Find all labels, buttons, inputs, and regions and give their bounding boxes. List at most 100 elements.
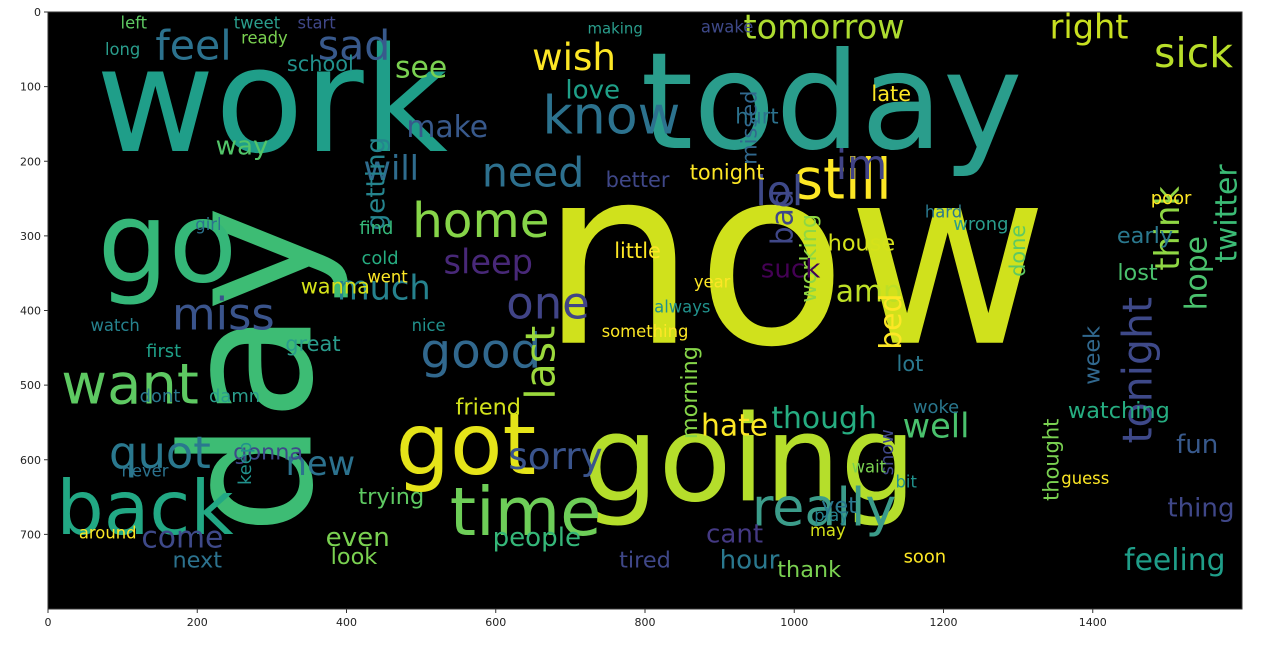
word-bit: bit bbox=[895, 473, 917, 492]
word-hope: hope bbox=[1180, 236, 1215, 310]
word-go: go bbox=[98, 178, 237, 308]
word-bed: bed bbox=[874, 294, 909, 350]
word-last: last bbox=[517, 326, 565, 400]
y-tick-label: 700 bbox=[20, 528, 41, 541]
word-hour: hour bbox=[720, 545, 780, 575]
word-know: know bbox=[542, 86, 680, 146]
word-feeling: feeling bbox=[1124, 543, 1226, 578]
word-good: good bbox=[420, 324, 541, 380]
word-thing: thing bbox=[1167, 493, 1234, 523]
word-went: went bbox=[367, 267, 408, 286]
x-tick-label: 600 bbox=[485, 616, 506, 629]
word-left: left bbox=[121, 14, 148, 33]
word-now: now bbox=[540, 115, 1048, 402]
x-tick-label: 200 bbox=[187, 616, 208, 629]
word-tonight: tonight bbox=[1114, 297, 1162, 444]
word-working: working bbox=[796, 214, 822, 303]
word-week: week bbox=[1080, 326, 1106, 385]
word-lol: lol bbox=[755, 167, 803, 215]
word-around: around bbox=[79, 523, 137, 542]
word-will: will bbox=[364, 149, 419, 188]
word-twitter: twitter bbox=[1210, 164, 1245, 263]
word-cold: cold bbox=[362, 248, 399, 269]
word-one: one bbox=[506, 277, 589, 330]
x-tick-label: 1000 bbox=[780, 616, 808, 629]
word-hurt: hurt bbox=[735, 104, 778, 128]
word-hard: hard bbox=[925, 202, 962, 221]
y-axis: 0 100 200 300 400 500 600 700 bbox=[20, 6, 48, 541]
word-though: though bbox=[771, 401, 876, 436]
word-lot: lot bbox=[897, 352, 924, 376]
word-wanna: wanna bbox=[301, 275, 370, 299]
word-sleep: sleep bbox=[444, 242, 533, 281]
word-wrong: wrong bbox=[953, 214, 1008, 235]
word-hate: hate bbox=[701, 409, 768, 444]
word-long: long bbox=[105, 40, 140, 59]
y-tick-label: 600 bbox=[20, 454, 41, 467]
word-friend: friend bbox=[456, 395, 522, 421]
word-play: play bbox=[814, 506, 849, 525]
word-really: really bbox=[752, 478, 896, 538]
word-thought: thought bbox=[1040, 419, 1064, 501]
word-early: early bbox=[1117, 223, 1173, 249]
word-see: see bbox=[395, 50, 447, 85]
word-poor: poor bbox=[1151, 188, 1192, 209]
word-keep: keep bbox=[235, 442, 256, 485]
plot-background bbox=[48, 12, 1242, 609]
word-time: time bbox=[450, 473, 602, 551]
word-thank: thank bbox=[777, 557, 841, 583]
word-got: got bbox=[396, 395, 537, 495]
word-girl: girl bbox=[195, 215, 221, 234]
word-sad: sad bbox=[318, 22, 391, 70]
word-tweet: tweet bbox=[234, 14, 281, 33]
word-wait: wait bbox=[852, 458, 887, 477]
word-going: going bbox=[583, 390, 916, 529]
word-watching: watching bbox=[1068, 398, 1170, 424]
word-making: making bbox=[588, 19, 643, 37]
word-im: im bbox=[836, 141, 887, 189]
word-day: day bbox=[145, 205, 353, 534]
word-dont: dont bbox=[140, 386, 181, 407]
word-school: school bbox=[287, 52, 354, 76]
word-start: start bbox=[298, 14, 337, 33]
y-tick-label: 400 bbox=[20, 305, 41, 318]
word-first: first bbox=[146, 341, 181, 362]
x-tick-label: 1400 bbox=[1079, 616, 1107, 629]
word-today: today bbox=[641, 23, 1023, 180]
word-lost: lost bbox=[1117, 260, 1158, 286]
word-gonna: gonna bbox=[233, 439, 303, 465]
word-something: something bbox=[602, 322, 689, 341]
word-need: need bbox=[482, 148, 584, 196]
word-sorry: sorry bbox=[508, 434, 602, 478]
word-want: want bbox=[61, 353, 199, 418]
y-tick-label: 200 bbox=[20, 155, 41, 168]
y-tick-label: 100 bbox=[20, 81, 41, 94]
word-quot: quot bbox=[109, 426, 211, 479]
x-tick-label: 800 bbox=[635, 616, 656, 629]
word-may: may bbox=[810, 521, 846, 540]
y-tick-label: 500 bbox=[20, 379, 41, 392]
word-soon: soon bbox=[904, 546, 947, 567]
word-home: home bbox=[412, 193, 550, 249]
word-look: look bbox=[331, 544, 378, 570]
word-still: still bbox=[794, 147, 892, 212]
word-yet: yet bbox=[821, 493, 857, 519]
word-work: work bbox=[96, 17, 448, 186]
word-miss: miss bbox=[172, 288, 275, 341]
word-even: even bbox=[326, 523, 390, 553]
word-never: never bbox=[122, 461, 169, 480]
word-think: think bbox=[1148, 186, 1187, 271]
word-tonight: tonight bbox=[690, 160, 765, 184]
word-new: new bbox=[286, 444, 355, 483]
word-house: house bbox=[828, 230, 896, 256]
word-missed: missed bbox=[737, 91, 761, 165]
word-damn: damn bbox=[209, 386, 260, 407]
word-next: next bbox=[172, 547, 222, 573]
y-tick-label: 300 bbox=[20, 230, 41, 243]
word-ready: ready bbox=[241, 29, 288, 48]
word-fun: fun bbox=[1176, 430, 1218, 460]
word-right: right bbox=[1050, 7, 1129, 46]
word-morning: morning bbox=[677, 346, 703, 439]
word-feel: feel bbox=[155, 22, 231, 70]
